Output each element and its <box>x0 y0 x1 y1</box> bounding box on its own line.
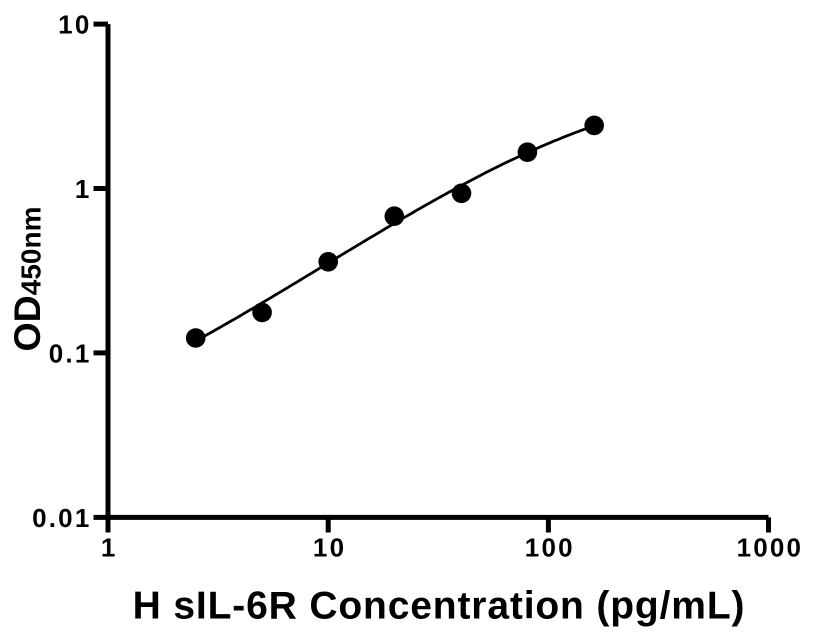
svg-text:0.1: 0.1 <box>49 338 92 368</box>
svg-text:10: 10 <box>58 10 91 40</box>
svg-text:H sIL-6R Concentration (pg/mL): H sIL-6R Concentration (pg/mL) <box>133 584 746 627</box>
svg-text:1: 1 <box>75 174 92 204</box>
svg-text:1000: 1000 <box>737 532 804 562</box>
svg-text:100: 100 <box>525 532 575 562</box>
svg-text:1: 1 <box>101 532 118 562</box>
svg-text:OD450nm: OD450nm <box>6 207 48 352</box>
svg-text:0.01: 0.01 <box>32 503 91 533</box>
svg-text:10: 10 <box>313 532 346 562</box>
